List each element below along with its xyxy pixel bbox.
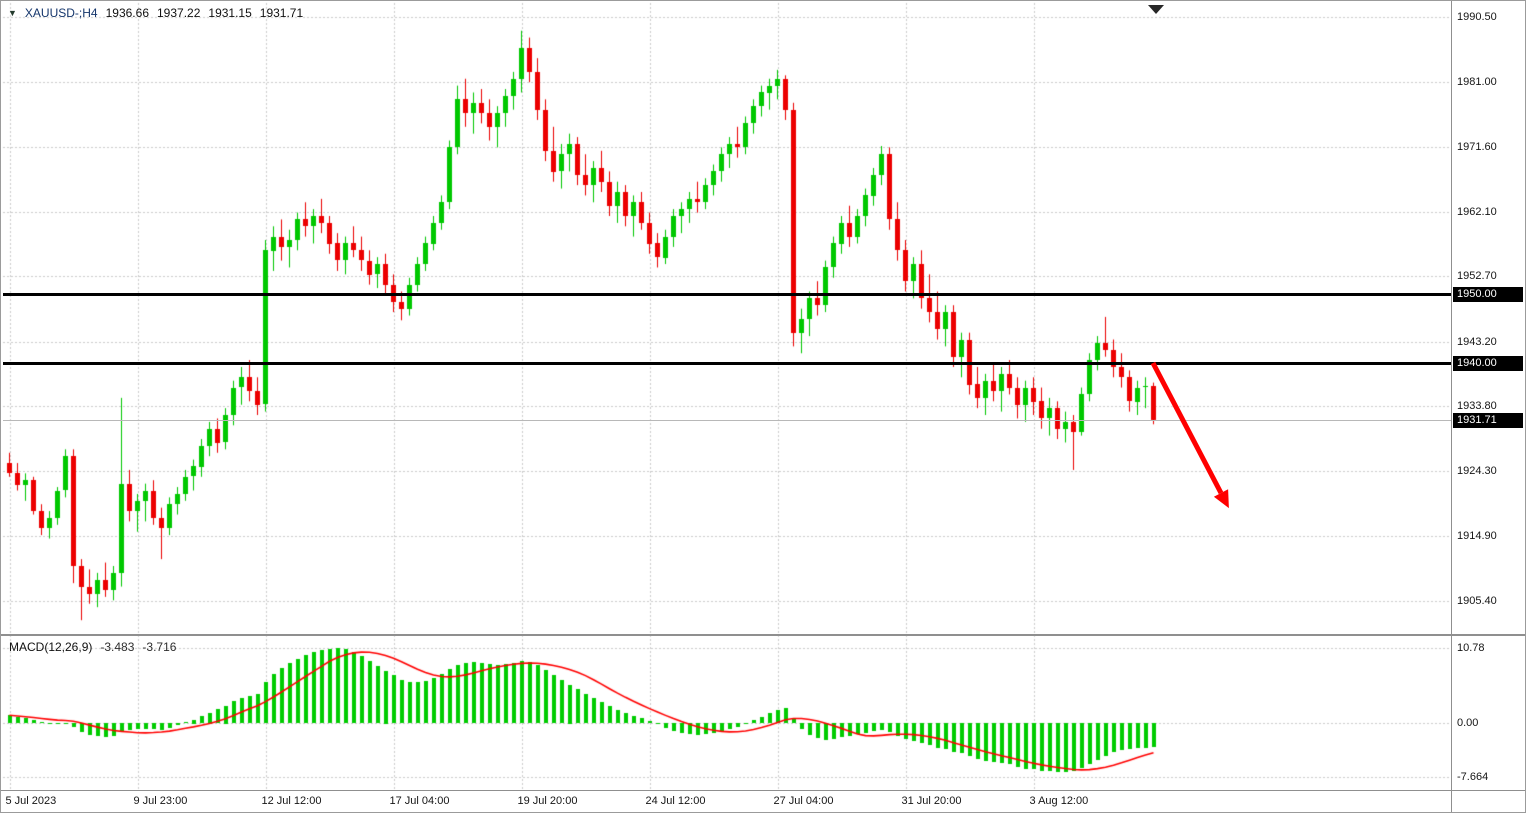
price-axis-label: 1933.80 bbox=[1457, 400, 1497, 413]
time-axis-label: 9 Jul 23:00 bbox=[133, 795, 188, 807]
time-axis-label: 27 Jul 04:00 bbox=[773, 795, 834, 807]
horizontal-line-1950[interactable] bbox=[3, 293, 1451, 297]
time-axis-label: 12 Jul 12:00 bbox=[261, 795, 322, 807]
price-axis-label: 1981.00 bbox=[1457, 76, 1497, 89]
symbol-timeframe-label: XAUUSD-;H4 bbox=[24, 6, 98, 20]
bid-price-tag: 1931.71 bbox=[1453, 412, 1523, 428]
time-axis-label: 24 Jul 12:00 bbox=[645, 795, 706, 807]
macd-signal-value: -3.716 bbox=[142, 640, 177, 654]
pane-divider[interactable] bbox=[1, 634, 1525, 636]
open-value: 1936.66 bbox=[105, 6, 149, 20]
down-arrow-annotation[interactable] bbox=[1141, 353, 1241, 523]
price-axis-label: 1924.30 bbox=[1457, 465, 1497, 478]
time-axis-label: 31 Jul 20:00 bbox=[901, 795, 962, 807]
price-axis[interactable]: 1950.00 1940.00 1931.71 1990.50 1981.00 19… bbox=[1452, 1, 1525, 790]
hline-price-tag-1940: 1940.00 bbox=[1453, 356, 1523, 372]
symbol-dropdown-icon[interactable]: ▼ bbox=[8, 8, 17, 18]
time-axis-label: 17 Jul 04:00 bbox=[389, 795, 450, 807]
horizontal-line-1940[interactable] bbox=[3, 362, 1451, 366]
price-axis-divider bbox=[1451, 1, 1452, 812]
time-axis[interactable]: 5 Jul 2023 9 Jul 23:00 12 Jul 12:00 17 Jul … bbox=[1, 790, 1451, 812]
close-value: 1931.71 bbox=[259, 6, 304, 20]
arrow-head bbox=[1213, 489, 1229, 509]
macd-axis-label: -7.664 bbox=[1457, 770, 1489, 783]
price-axis-label: 1943.20 bbox=[1457, 335, 1497, 348]
price-axis-label: 1962.10 bbox=[1457, 205, 1497, 218]
bid-price-line bbox=[3, 419, 1451, 421]
price-axis-label: 1971.60 bbox=[1457, 140, 1497, 153]
macd-axis-label: 0.00 bbox=[1457, 717, 1479, 729]
hline-price-tag-1950: 1950.00 bbox=[1453, 287, 1523, 303]
price-axis-label: 1990.50 bbox=[1457, 11, 1497, 23]
high-value: 1937.22 bbox=[157, 6, 201, 20]
arrow-shaft bbox=[1150, 361, 1224, 495]
price-axis-label: 1905.40 bbox=[1457, 595, 1497, 607]
time-axis-label: 3 Aug 12:00 bbox=[1029, 795, 1089, 807]
macd-name: MACD(12,26,9) bbox=[9, 640, 93, 654]
macd-value: -3.483 bbox=[100, 640, 135, 654]
time-axis-divider bbox=[1, 790, 1525, 791]
macd-indicator-label: MACD(12,26,9) -3.483 -3.716 bbox=[9, 640, 176, 654]
time-axis-label: 5 Jul 2023 bbox=[5, 795, 57, 807]
price-axis-label: 1914.90 bbox=[1457, 529, 1497, 542]
chart-title-bar: ▼ XAUUSD-;H4 1936.66 1937.22 1931.15 193… bbox=[8, 6, 303, 20]
low-value: 1931.15 bbox=[208, 6, 252, 20]
chart-shift-marker[interactable] bbox=[1148, 5, 1164, 14]
price-axis-label: 1952.70 bbox=[1457, 270, 1497, 283]
time-axis-label: 19 Jul 20:00 bbox=[517, 795, 578, 807]
macd-axis-label: 10.78 bbox=[1457, 641, 1485, 654]
